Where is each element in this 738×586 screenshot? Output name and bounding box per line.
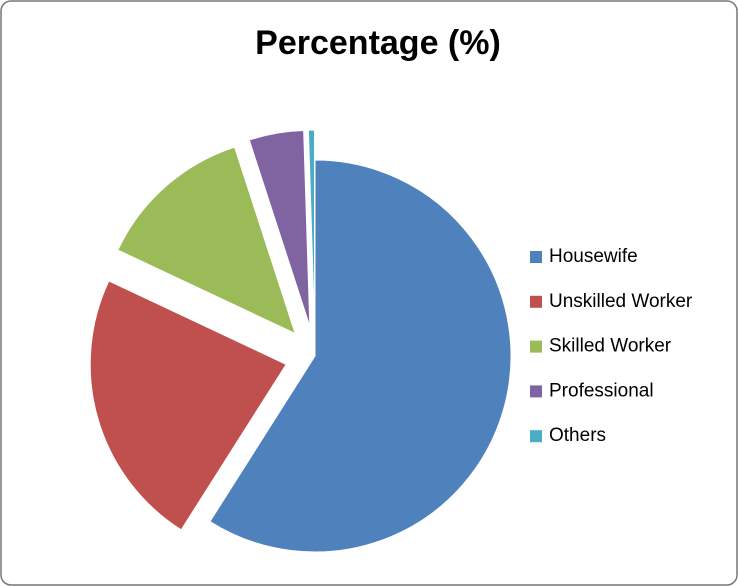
legend-swatch (530, 385, 542, 398)
legend-text: Housewife (549, 246, 638, 267)
legend-swatch (530, 340, 542, 353)
pie-slice (117, 146, 296, 335)
legend-text: Skilled Worker (549, 336, 672, 357)
legend-swatch (530, 430, 542, 443)
pie-slice (248, 130, 311, 327)
pie-slice (307, 129, 316, 327)
pie-slice (89, 280, 287, 531)
legend-text: Unskilled Worker (549, 291, 693, 312)
chart-title: Percentage (%) (255, 24, 501, 62)
legend-text: Others (549, 425, 606, 446)
legend-text: Professional (549, 380, 654, 401)
pie-slice (209, 159, 512, 553)
legend-swatch (530, 295, 542, 308)
legend-swatch (530, 251, 542, 263)
